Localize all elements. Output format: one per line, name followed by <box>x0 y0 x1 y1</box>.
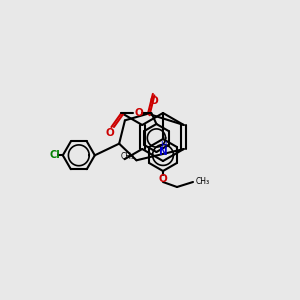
Text: Cl: Cl <box>50 150 60 160</box>
Text: O: O <box>134 108 143 118</box>
Text: O: O <box>159 174 167 184</box>
Text: O: O <box>149 96 158 106</box>
Text: N: N <box>159 147 167 157</box>
Text: CH₃: CH₃ <box>121 152 135 161</box>
Text: H: H <box>160 140 166 149</box>
Text: CH₃: CH₃ <box>196 178 210 187</box>
Text: O: O <box>105 128 114 138</box>
